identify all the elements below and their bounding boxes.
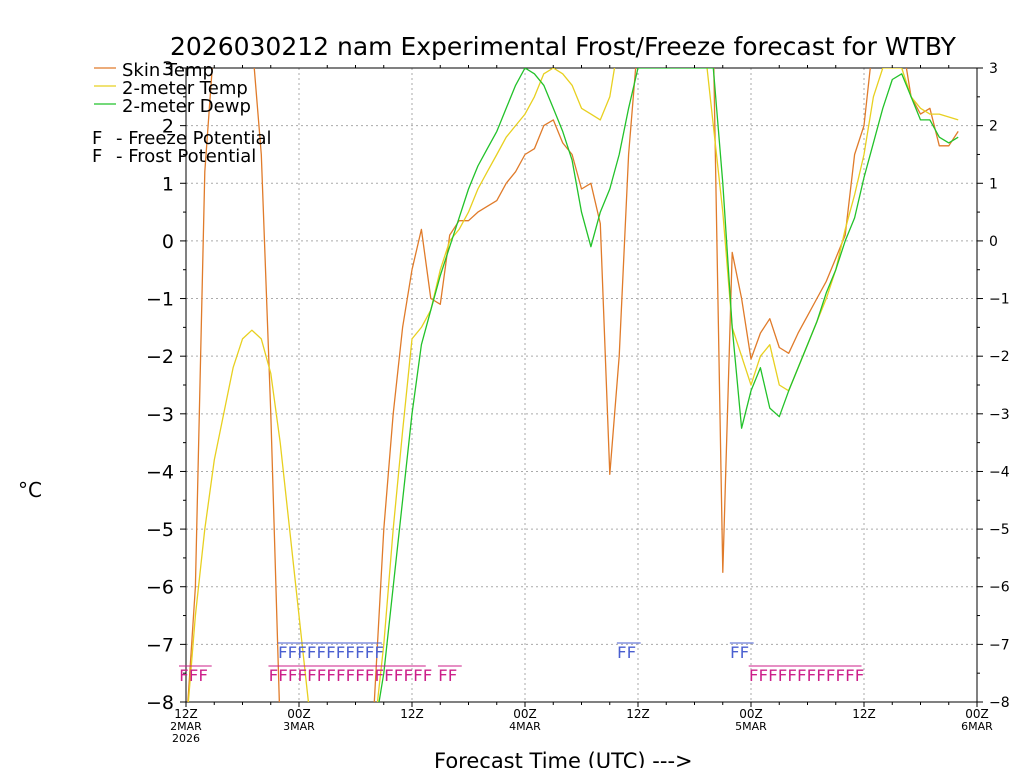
y-tick-label-right: −3 — [989, 407, 1010, 423]
series-line-2-meter-temp — [187, 68, 959, 702]
x-tick-label: 12Z — [852, 707, 876, 721]
x-tick-label: 12Z — [626, 707, 650, 721]
potential-legend-label: - Frost Potential — [116, 146, 256, 167]
y-tick-label-right: −7 — [989, 637, 1010, 653]
y-tick-label-right: −8 — [989, 695, 1010, 711]
series-line-2-meter-dewp — [378, 68, 959, 702]
frost-potential-marker: FF — [730, 643, 749, 662]
potential-legend-marker: F — [92, 146, 102, 167]
freeze-potential-marker: FF — [438, 666, 457, 685]
y-tick-label-left: −3 — [146, 404, 174, 426]
y-axis-ticks: 3 3 2 2 1 1 0 0 −1 −1 −2 −2 −3 −3 −4 −4 −5 −5 −6 −6 −7 −7 −8 −8 — [146, 58, 1010, 714]
legend-label: 2-meter Temp — [122, 78, 248, 99]
y-tick-label-left: −4 — [146, 461, 174, 483]
y-axis-label: °C — [18, 478, 42, 502]
y-tick-label-left: 0 — [162, 231, 174, 253]
y-tick-label-right: 3 — [989, 61, 998, 77]
y-tick-label-right: 1 — [989, 176, 998, 192]
y-tick-label-right: 0 — [989, 234, 998, 250]
potential-legend-marker: F — [92, 128, 102, 149]
y-tick-label-left: 3 — [162, 58, 174, 80]
freeze-potential-marker: FFFFFFFFFFFF — [749, 666, 865, 685]
legend-label: 2-meter Dewp — [122, 96, 251, 117]
y-tick-label-left: −7 — [146, 634, 174, 656]
grid — [186, 68, 977, 702]
plot-frame — [185, 67, 978, 703]
freeze-potential-marker: FFFFFFFFFFFFFFFFF — [268, 666, 432, 685]
y-tick-label-right: −6 — [989, 580, 1010, 596]
series-line-skin-temp — [187, 68, 959, 702]
x-tick-date: 6MAR — [961, 720, 993, 733]
y-tick-label-left: −5 — [146, 519, 174, 541]
y-tick-label-left: −1 — [146, 289, 174, 311]
y-tick-label-right: −5 — [989, 522, 1010, 538]
x-tick-label: 12Z — [400, 707, 424, 721]
series-layer — [187, 68, 959, 702]
y-tick-label-right: −1 — [989, 292, 1010, 308]
y-tick-label-right: 2 — [989, 119, 998, 135]
x-axis-label: Forecast Time (UTC) ---> — [434, 749, 693, 768]
x-tick-year: 2026 — [172, 732, 200, 745]
potential-legend-label: - Freeze Potential — [116, 128, 272, 149]
y-tick-label-left: 2 — [162, 116, 174, 138]
x-tick-label: 00Z — [965, 707, 989, 721]
x-tick-date: 3MAR — [283, 720, 315, 733]
y-tick-label-left: −8 — [146, 692, 174, 714]
y-tick-label-left: −2 — [146, 346, 174, 368]
chart-title: 2026030212 nam Experimental Frost/Freeze… — [170, 32, 957, 61]
x-tick-label: 00Z — [513, 707, 537, 721]
frost-potential-marker: FFFFFFFFFFF — [278, 643, 384, 662]
frost-potential-marker: FF — [617, 643, 636, 662]
potential-markers: FFF FFFFFFFFFFFFFFFFF FF FFFFFFFFFFFFFFFFFF… — [179, 642, 865, 685]
y-tick-label-right: −4 — [989, 464, 1010, 480]
x-tick-label: 00Z — [287, 707, 311, 721]
freeze-potential-marker: FFF — [179, 666, 208, 685]
y-tick-label-left: 1 — [162, 173, 174, 195]
y-tick-label-right: −2 — [989, 349, 1010, 365]
x-tick-date: 4MAR — [509, 720, 541, 733]
x-tick-label: 00Z — [739, 707, 763, 721]
x-tick-date: 2MAR — [170, 720, 202, 733]
x-tick-date: 5MAR — [735, 720, 767, 733]
x-tick-label: 12Z — [174, 707, 198, 721]
y-tick-label-left: −6 — [146, 577, 174, 599]
legend-label: Skin Temp — [122, 60, 214, 81]
